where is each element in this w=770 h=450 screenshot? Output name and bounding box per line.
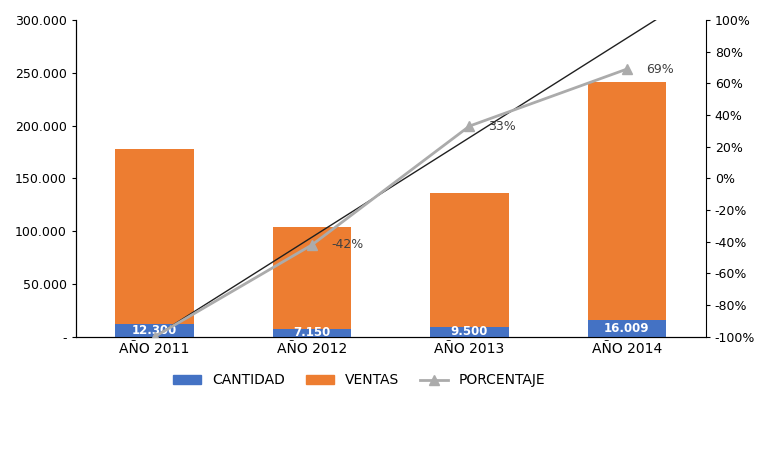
- Text: 12.300: 12.300: [132, 324, 177, 337]
- Text: 7.150: 7.150: [293, 326, 330, 339]
- Legend: CANTIDAD, VENTAS, PORCENTAJE: CANTIDAD, VENTAS, PORCENTAJE: [168, 368, 551, 393]
- Text: 33%: 33%: [488, 120, 516, 133]
- Bar: [116, 324, 194, 337]
- Bar: [430, 327, 509, 337]
- Text: 9.500: 9.500: [450, 325, 488, 338]
- Bar: [588, 320, 666, 337]
- Bar: [116, 149, 194, 324]
- Bar: [273, 227, 351, 329]
- Bar: [273, 329, 351, 337]
- Bar: [430, 193, 509, 327]
- Text: -42%: -42%: [331, 238, 363, 251]
- Text: 16.009: 16.009: [604, 322, 650, 335]
- Bar: [588, 82, 666, 320]
- Text: 69%: 69%: [646, 63, 674, 76]
